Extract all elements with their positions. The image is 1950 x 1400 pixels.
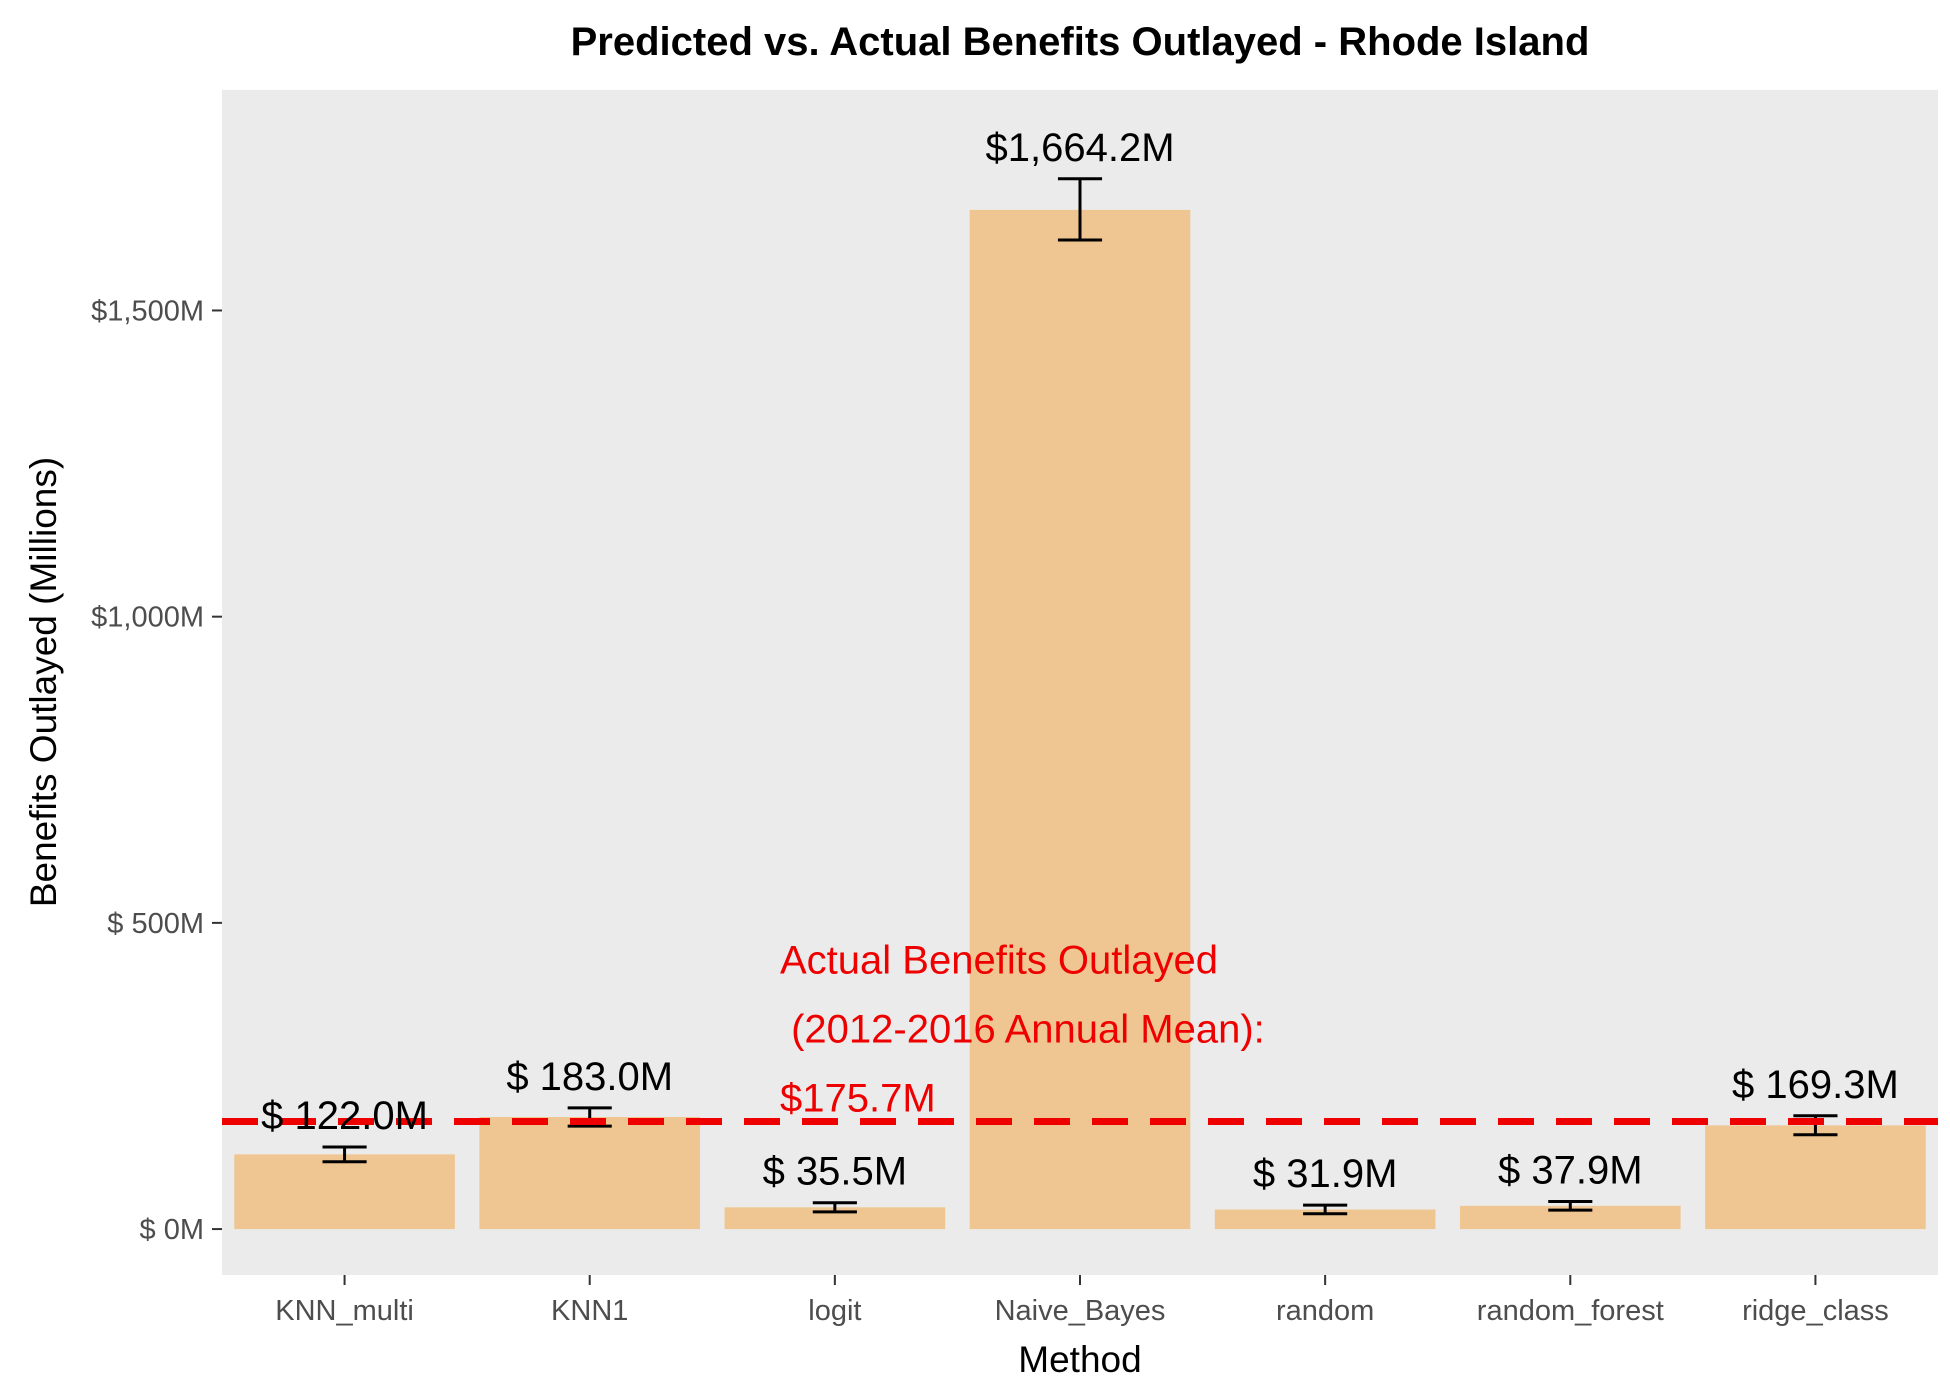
x-tick-label-KNN_multi: KNN_multi (275, 1295, 414, 1327)
y-tick-label-0: $ 0M (140, 1214, 204, 1246)
data-label-logit: $ 35.5M (763, 1150, 908, 1194)
y-tick-label-1500: $1,500M (91, 295, 204, 327)
x-tick-label-KNN1: KNN1 (551, 1295, 628, 1327)
x-tick-label-Naive_Bayes: Naive_Bayes (995, 1295, 1166, 1327)
x-axis-title: Method (1018, 1339, 1141, 1380)
y-axis: $ 0M $ 500M $1,000M $1,500M (91, 295, 222, 1246)
y-axis-title: Benefits Outlayed (Millions) (23, 457, 64, 907)
reference-line-label-line-2: (2012-2016 Annual Mean): (780, 1007, 1265, 1051)
data-label-KNN1: $ 183.0M (506, 1055, 673, 1099)
data-label-Naive_Bayes: $1,664.2M (985, 126, 1174, 170)
bar-ridge_class (1705, 1125, 1926, 1230)
x-tick-label-logit: logit (808, 1295, 861, 1327)
bars (234, 209, 1926, 1230)
data-label-random_forest: $ 37.9M (1498, 1149, 1643, 1193)
chart-title: Predicted vs. Actual Benefits Outlayed -… (571, 20, 1590, 64)
bar-Naive_Bayes (969, 209, 1191, 1230)
data-labels: $ 122.0M $ 183.0M $ 35.5M $1,664.2M $ 31.9M $… (261, 126, 1899, 1196)
bar-KNN1 (479, 1117, 701, 1230)
reference-line-label-line-1: Actual Benefits Outlayed (780, 938, 1218, 982)
bar-random (1214, 1209, 1436, 1230)
data-label-KNN_multi: $ 122.0M (261, 1094, 428, 1138)
data-label-random: $ 31.9M (1253, 1152, 1398, 1196)
y-tick-label-500: $ 500M (107, 908, 204, 940)
data-label-ridge_class: $ 169.3M (1732, 1063, 1899, 1107)
x-tick-label-random_forest: random_forest (1477, 1295, 1664, 1327)
x-tick-label-random: random (1276, 1295, 1374, 1327)
error-bars (322, 177, 1838, 1216)
bar-random_forest (1459, 1205, 1681, 1230)
reference-line-label-line-3: $175.7M (780, 1076, 936, 1120)
bar-KNN_multi (234, 1154, 455, 1230)
x-axis: KNN_multi KNN1 logit Naive_Bayes random rando… (275, 1275, 1889, 1327)
y-tick-label-1000: $1,000M (91, 602, 204, 634)
x-tick-label-ridge_class: ridge_class (1742, 1295, 1889, 1327)
bar-logit (724, 1207, 946, 1230)
reference-line-label: Actual Benefits Outlayed (2012-2016 Annu… (780, 938, 1265, 1120)
